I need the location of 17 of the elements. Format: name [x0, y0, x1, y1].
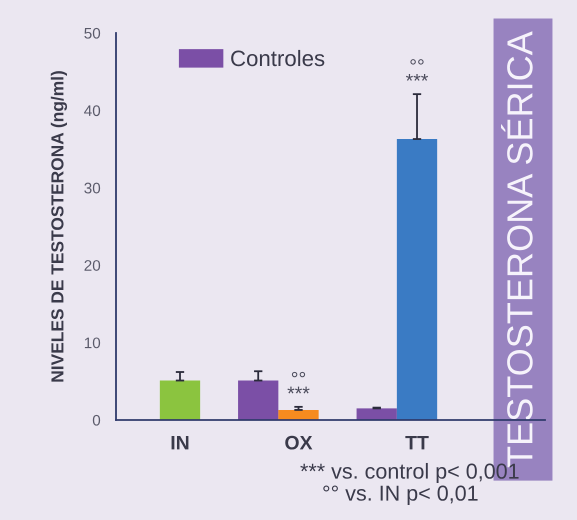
x-tick-label: OX: [285, 436, 312, 450]
y-tick-label: 50: [84, 28, 100, 39]
legend-label: Controles: [231, 50, 324, 66]
bar: [238, 380, 278, 420]
bar: [160, 380, 200, 420]
text: °° vs. IN p< 0,01: [323, 486, 478, 506]
x-tick-label: TT: [405, 436, 429, 450]
x-tick-label: IN: [172, 436, 188, 450]
y-tick-label: 0: [92, 414, 100, 426]
y-tick-label: 10: [84, 337, 100, 348]
y-tick-label: 20: [84, 260, 100, 271]
y-axis-title: NIVELES DE TESTOSTERONA (ng/ml): [50, 71, 68, 382]
y-tick-label: 40: [84, 105, 100, 116]
bar: [396, 139, 438, 420]
y-tick-label: 30: [84, 182, 100, 194]
annotation: °° ***: [406, 59, 428, 81]
annotation: °° ***: [287, 372, 310, 394]
